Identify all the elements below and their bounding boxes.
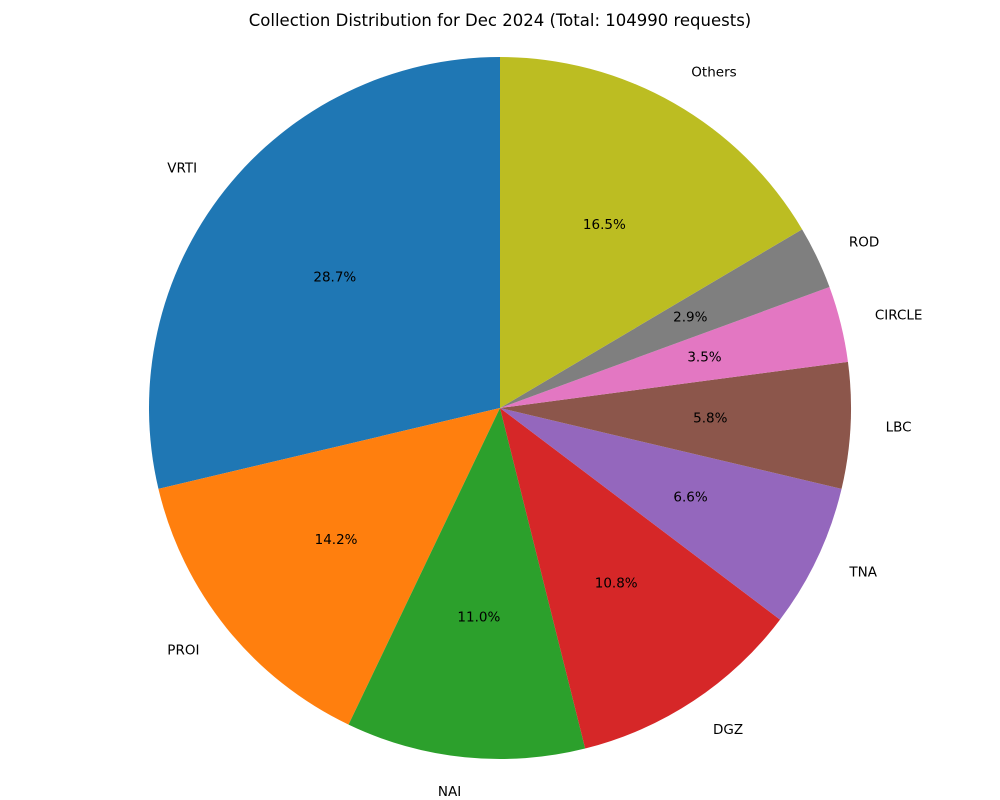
pie-category-label-nai: NAI <box>438 784 461 800</box>
pie-slice-circle <box>500 287 848 408</box>
pie-percent-label-lbc: 5.8% <box>693 411 727 427</box>
pie-category-labels: VRTI PROI NAI DGZ TNA LBC CIRCLE ROD Others <box>167 65 922 800</box>
pie-percent-label-rod: 2.9% <box>673 310 707 326</box>
pie-slice-nai <box>348 408 586 759</box>
pie-percent-labels: 28.7% 14.2% 11.0% 10.8% 6.6% 5.8% 3.5% 2.9% 16.5… <box>313 217 727 625</box>
pie-category-label-vrti: VRTI <box>167 160 197 176</box>
chart-title: Collection Distribution for Dec 2024 (To… <box>248 11 752 30</box>
pie-slice-proi <box>158 408 500 725</box>
pie-slice-tna <box>500 408 842 620</box>
pie-category-label-lbc: LBC <box>886 419 912 435</box>
pie-slice-dgz <box>500 408 781 749</box>
pie-category-label-circle: CIRCLE <box>875 308 923 324</box>
pie-slice-vrti <box>148 57 500 489</box>
pie-slice-others <box>500 57 803 408</box>
pie-percent-label-nai: 11.0% <box>457 610 500 626</box>
pie-slice-rod <box>500 229 830 408</box>
pie-category-label-dgz: DGZ <box>713 722 743 738</box>
pie-percent-label-dgz: 10.8% <box>595 576 638 592</box>
pie-slice-lbc <box>500 361 852 489</box>
pie-percent-label-proi: 14.2% <box>315 532 358 548</box>
pie-percent-label-tna: 6.6% <box>673 490 707 506</box>
pie-percent-label-vrti: 28.7% <box>313 269 356 285</box>
pie-category-label-tna: TNA <box>848 564 877 580</box>
pie-category-label-rod: ROD <box>849 235 879 251</box>
pie-percent-label-circle: 3.5% <box>687 350 721 366</box>
pie-percent-label-others: 16.5% <box>583 217 626 233</box>
pie-category-label-proi: PROI <box>167 642 199 658</box>
pie-slices <box>148 57 852 759</box>
pie-category-label-others: Others <box>691 65 736 81</box>
